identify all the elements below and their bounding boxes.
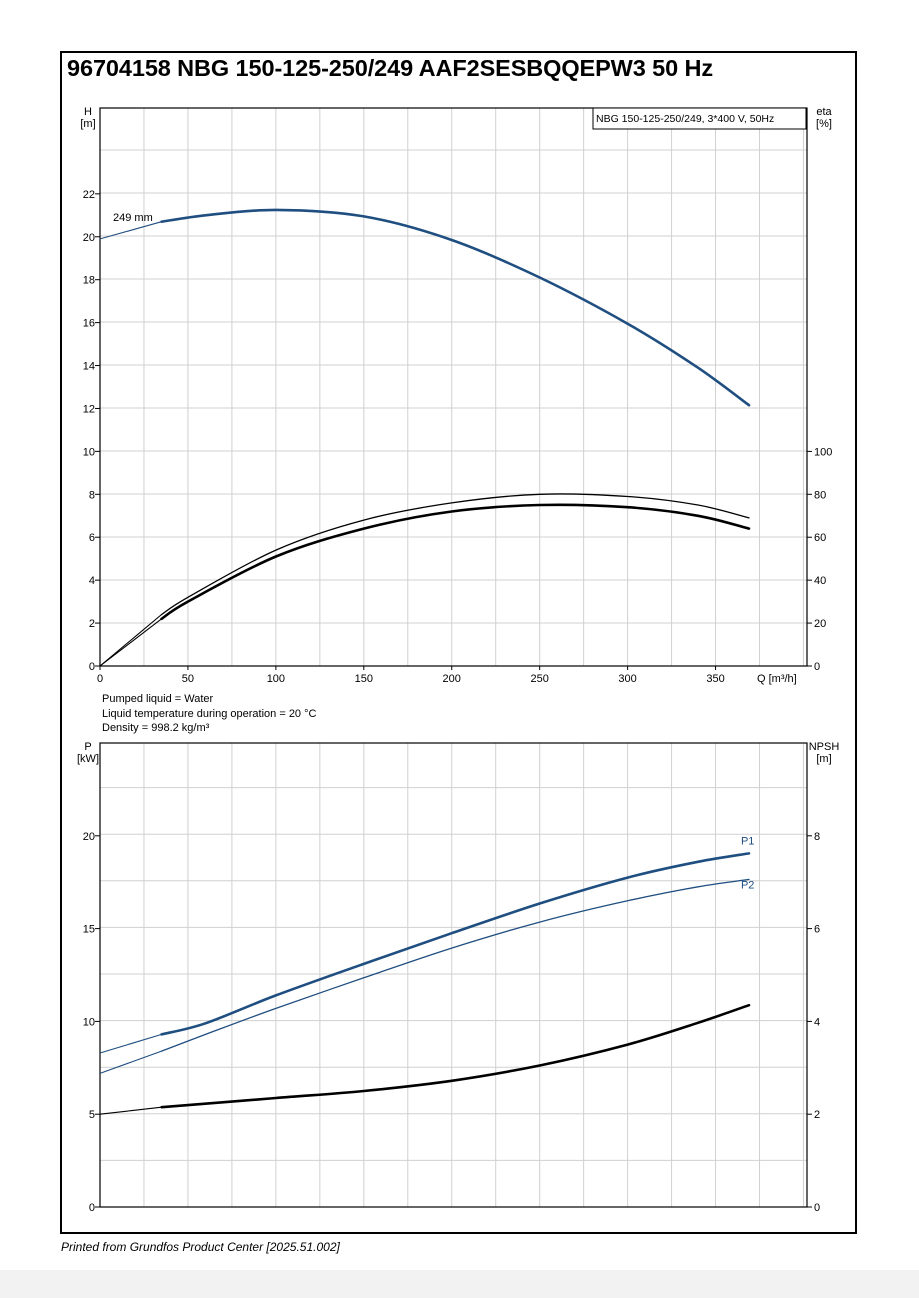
x-tick-label: 150 <box>355 673 373 685</box>
series-extension-line <box>99 221 162 240</box>
y-right-tick-label: 6 <box>814 924 820 936</box>
y-left-tick-label: 0 <box>89 661 95 673</box>
y-right-tick-label: 8 <box>814 831 820 843</box>
y-left-tick-label: 16 <box>83 318 95 330</box>
x-axis-label: Q [m³/h] <box>757 673 797 685</box>
page-bottom-band <box>0 1270 919 1298</box>
plot-area <box>99 742 808 1208</box>
liquid-info-line-1: Pumped liquid = Water <box>102 693 214 705</box>
y-left-tick-label: 0 <box>89 1202 95 1214</box>
y-right-tick-label: 40 <box>814 575 826 587</box>
x-tick-label: 350 <box>706 673 724 685</box>
x-tick-label: 0 <box>97 673 103 685</box>
x-tick-label: 200 <box>443 673 461 685</box>
series-extension-line <box>99 618 162 667</box>
liquid-info-line-2: Liquid temperature during operation = 20… <box>102 708 317 720</box>
y-left-tick-label: 20 <box>83 232 95 244</box>
liquid-info-line-3: Density = 998.2 kg/m³ <box>102 722 210 734</box>
y-left-tick-label: 10 <box>83 1016 95 1028</box>
legend-box-text: NBG 150-125-250/249, 3*400 V, 50Hz <box>596 113 774 125</box>
series-line <box>160 503 751 621</box>
sheet-frame <box>60 51 857 1234</box>
y-left-tick-label: 2 <box>89 618 95 630</box>
y-left-tick-label: 5 <box>89 1109 95 1121</box>
y-right-axis-unit: [%] <box>816 118 832 130</box>
y-left-tick-label: 4 <box>89 575 95 587</box>
y-right-axis-unit: [m] <box>816 753 831 765</box>
y-right-axis-label: NPSH <box>809 741 840 753</box>
x-tick-label: 100 <box>267 673 285 685</box>
y-left-tick-label: 12 <box>83 403 95 415</box>
series-label: P1 <box>741 835 754 847</box>
y-right-tick-label: 4 <box>814 1016 820 1028</box>
series-label: P2 <box>741 879 754 891</box>
y-left-tick-label: 18 <box>83 275 95 287</box>
y-left-tick-label: 10 <box>83 446 95 458</box>
y-right-tick-label: 80 <box>814 489 826 501</box>
y-left-axis-label: P <box>84 741 91 753</box>
series-line <box>160 878 750 1052</box>
y-left-tick-label: 22 <box>83 189 95 201</box>
x-tick-label: 250 <box>530 673 548 685</box>
y-left-tick-label: 14 <box>83 361 95 373</box>
series-extension-line <box>99 1050 162 1074</box>
legend-box <box>592 107 807 130</box>
y-right-tick-label: 60 <box>814 532 826 544</box>
y-left-tick-label: 20 <box>83 831 95 843</box>
series-extension-line <box>99 1033 162 1054</box>
footer-note: Printed from Grundfos Product Center [20… <box>61 1240 340 1254</box>
y-right-axis-label: eta <box>816 106 832 118</box>
x-tick-label: 300 <box>618 673 636 685</box>
y-left-tick-label: 8 <box>89 489 95 501</box>
series-line <box>160 1003 751 1109</box>
x-tick-label: 50 <box>182 673 194 685</box>
y-right-tick-label: 0 <box>814 661 820 673</box>
y-right-tick-label: 0 <box>814 1202 820 1214</box>
y-right-tick-label: 2 <box>814 1109 820 1121</box>
series-label: 249 mm <box>113 212 153 224</box>
plot-area <box>99 107 808 667</box>
y-right-tick-label: 100 <box>814 446 832 458</box>
y-left-axis-unit: [m] <box>80 118 95 130</box>
y-right-tick-label: 20 <box>814 618 826 630</box>
page-title: 96704158 NBG 150-125-250/249 AAF2SESBQQE… <box>67 55 714 81</box>
y-left-axis-unit: [kW] <box>77 753 99 765</box>
y-left-axis-label: H <box>84 106 92 118</box>
series-extension-line <box>99 1106 162 1115</box>
y-left-tick-label: 6 <box>89 532 95 544</box>
series-line <box>160 208 751 407</box>
y-left-tick-label: 15 <box>83 924 95 936</box>
series-line <box>160 852 751 1036</box>
series-line <box>160 493 750 616</box>
